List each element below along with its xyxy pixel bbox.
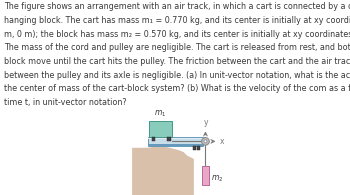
Text: $m_2$: $m_2$ <box>211 174 223 184</box>
Text: the center of mass of the cart-block system? (b) What is the velocity of the com: the center of mass of the cart-block sys… <box>4 84 350 93</box>
Bar <box>197 146 200 150</box>
Circle shape <box>202 137 209 145</box>
Text: hanging block. The cart has mass m₁ = 0.770 kg, and its center is initially at x: hanging block. The cart has mass m₁ = 0.… <box>4 16 350 25</box>
Bar <box>148 137 203 146</box>
Bar <box>149 121 172 137</box>
Bar <box>167 137 171 141</box>
Text: y: y <box>204 118 209 127</box>
Text: block move until the cart hits the pulley. The friction between the cart and the: block move until the cart hits the pulle… <box>4 57 350 66</box>
Text: $m_1$: $m_1$ <box>154 108 167 119</box>
Text: between the pulley and its axle is negligible. (a) In unit-vector notation, what: between the pulley and its axle is negli… <box>4 71 350 80</box>
Circle shape <box>204 140 207 143</box>
Text: m, 0 m); the block has mass m₂ = 0.570 kg, and its center is initially at xy coo: m, 0 m); the block has mass m₂ = 0.570 k… <box>4 30 350 39</box>
Polygon shape <box>132 146 194 195</box>
Bar <box>193 146 196 150</box>
Bar <box>148 138 203 139</box>
Text: time t, in unit-vector notation?: time t, in unit-vector notation? <box>4 98 127 107</box>
Text: The figure shows an arrangement with an air track, in which a cart is connected : The figure shows an arrangement with an … <box>4 2 350 11</box>
Bar <box>148 144 203 146</box>
Text: The mass of the cord and pulley are negligible. The cart is released from rest, : The mass of the cord and pulley are negl… <box>4 43 350 52</box>
Text: x: x <box>219 137 224 146</box>
Bar <box>202 166 209 185</box>
Bar <box>152 137 155 141</box>
